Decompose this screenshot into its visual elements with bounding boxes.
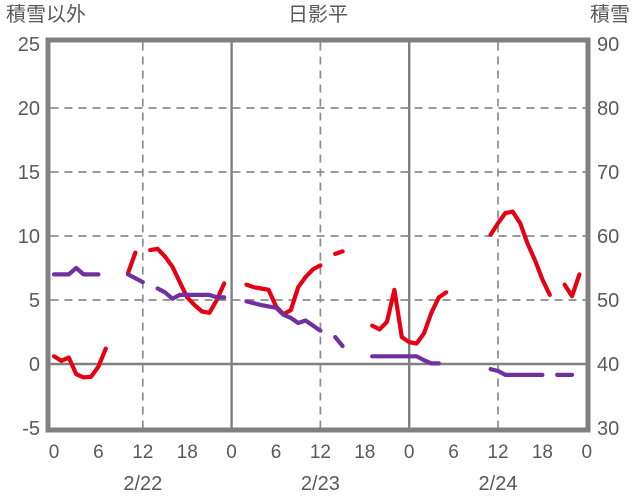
left-axis-tick-label: 20 — [18, 98, 40, 120]
hour-tick-label: 12 — [132, 442, 153, 463]
date-label: 2/22 — [123, 473, 162, 495]
right-axis-tick-label: 40 — [597, 354, 619, 376]
hour-tick-label: 18 — [354, 442, 375, 463]
chart-titles: 積雪以外 日影平 積雪 — [6, 3, 630, 26]
date-label: 2/24 — [479, 473, 518, 495]
series-line-left — [488, 209, 552, 297]
hour-tick-label: 6 — [271, 442, 282, 463]
hour-tick-label: 6 — [93, 442, 104, 463]
left-axis-tick-label: 0 — [29, 354, 40, 376]
right-axis-tick-label: 80 — [597, 98, 619, 120]
hour-tick-label: 18 — [532, 442, 553, 463]
x-axis-date-labels: 2/22 2/23 2/24 — [123, 473, 517, 495]
right-axis-tick-labels: 90 80 70 60 50 40 30 — [597, 34, 619, 440]
plot-border — [45, 37, 591, 433]
series-line-left — [333, 249, 345, 256]
date-label: 2/23 — [301, 473, 340, 495]
right-axis-tick-label: 30 — [597, 418, 619, 440]
right-axis-tick-label: 50 — [597, 290, 619, 312]
hour-tick-label: 12 — [310, 442, 331, 463]
hour-tick-label: 18 — [177, 442, 198, 463]
left-axis-tick-label: -5 — [22, 418, 40, 440]
left-axis-tick-label: 5 — [29, 290, 40, 312]
hour-tick-label: 6 — [448, 442, 459, 463]
gridlines — [50, 42, 586, 428]
hour-tick-label: 0 — [226, 442, 237, 463]
series-line-left — [148, 246, 227, 315]
hour-tick-label: 0 — [404, 442, 415, 463]
right-axis-title: 積雪 — [590, 3, 630, 26]
hour-tick-label: 0 — [49, 442, 60, 463]
series-line-right — [370, 354, 441, 366]
series-line-left — [370, 287, 449, 346]
series-line-right — [333, 335, 345, 349]
series-line-right — [244, 299, 323, 333]
series-line-left — [244, 263, 323, 317]
series-lines — [51, 209, 582, 380]
right-axis-tick-label: 90 — [597, 34, 619, 56]
left-axis-tick-label: 10 — [18, 226, 40, 248]
hour-tick-label: 12 — [487, 442, 508, 463]
right-axis-tick-label: 60 — [597, 226, 619, 248]
series-line-right — [51, 265, 101, 277]
series-line-right — [488, 367, 545, 377]
series-line-left — [51, 346, 108, 380]
series-line-right — [155, 286, 227, 301]
hour-tick-label: 0 — [582, 442, 593, 463]
chart-title: 日影平 — [288, 3, 348, 26]
x-axis-hour-labels: 0 6 12 18 0 6 12 18 0 6 12 18 0 — [49, 442, 592, 463]
right-axis-tick-label: 70 — [597, 162, 619, 184]
left-axis-tick-label: 15 — [18, 162, 40, 184]
series-line-right — [125, 272, 145, 285]
series-line-left — [125, 250, 138, 276]
left-axis-tick-label: 25 — [18, 34, 40, 56]
series-line-left — [562, 272, 582, 299]
left-axis-title: 積雪以外 — [6, 3, 86, 26]
left-axis-tick-labels: 25 20 15 10 5 0 -5 — [18, 34, 40, 440]
